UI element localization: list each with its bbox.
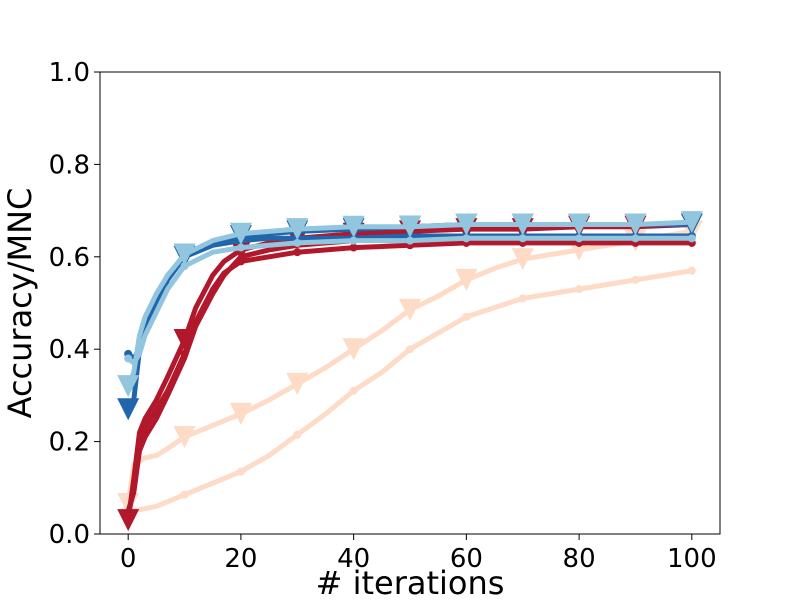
data-point-marker (229, 222, 252, 245)
y-tick-label: 0.0 (49, 520, 90, 550)
data-point (462, 312, 471, 321)
series-layer (117, 211, 703, 532)
data-point-marker (173, 328, 196, 351)
data-point-marker (624, 213, 647, 236)
data-point (575, 285, 584, 294)
data-point-marker (173, 425, 196, 448)
data-point (631, 234, 640, 243)
y-tick-label: 0.2 (49, 428, 90, 458)
data-point-marker (342, 215, 365, 238)
data-point (349, 386, 358, 395)
y-tick-label: 0.4 (49, 335, 90, 365)
y-tick-label: 0.8 (49, 150, 90, 180)
data-point (518, 294, 527, 303)
data-point (293, 238, 302, 247)
data-point (236, 467, 245, 476)
data-point (631, 275, 640, 284)
data-point (180, 262, 189, 271)
y-tick-label: 0.6 (49, 243, 90, 273)
y-axis-label: Accuracy/MNC (1, 188, 39, 419)
data-point-marker (399, 215, 421, 238)
data-point (462, 234, 471, 243)
data-point-marker (117, 398, 140, 421)
series-7 (124, 234, 696, 366)
data-point-marker (455, 268, 478, 291)
data-point (349, 243, 358, 252)
series-3 (117, 213, 703, 532)
data-point-marker (117, 509, 140, 532)
series-8 (117, 211, 703, 398)
data-point-marker (568, 213, 591, 236)
y-tick-label: 1.0 (49, 58, 90, 88)
data-point (180, 490, 189, 499)
series-line (125, 268, 695, 514)
data-point-marker (342, 338, 365, 361)
x-tick-label: 40 (337, 544, 370, 574)
data-point (236, 243, 245, 252)
data-point (293, 248, 302, 257)
data-point-marker (680, 211, 703, 234)
data-point (349, 236, 358, 245)
data-point (124, 354, 133, 363)
data-point (406, 236, 414, 245)
series-line (125, 222, 695, 523)
data-point (293, 430, 302, 439)
data-point (687, 266, 696, 275)
data-point-marker (511, 248, 534, 271)
data-point (687, 234, 696, 243)
data-point-marker (229, 402, 252, 425)
data-point-marker (455, 213, 478, 236)
data-point-marker (117, 375, 140, 398)
x-axis: 0 20 40 60 80 100 (120, 534, 717, 574)
series-line (125, 219, 695, 389)
x-axis-label: # iterations (316, 564, 505, 600)
data-point (518, 234, 527, 243)
series-1 (117, 220, 703, 515)
x-tick-label: 80 (563, 544, 596, 574)
data-point-marker (511, 213, 534, 236)
data-point-marker (286, 218, 309, 241)
plot-frame (99, 71, 721, 535)
series-0 (124, 266, 696, 515)
series-line (125, 235, 695, 366)
data-point-marker (399, 298, 421, 321)
data-point (575, 234, 584, 243)
data-point (406, 345, 414, 354)
data-point-marker (286, 372, 309, 395)
data-point-marker (173, 243, 196, 266)
x-tick-label: 0 (120, 544, 137, 574)
x-tick-label: 20 (224, 544, 257, 574)
x-tick-label: 60 (450, 544, 483, 574)
x-tick-label: 100 (667, 544, 717, 574)
y-axis: 0.0 0.2 0.4 0.6 0.8 1.0 (49, 58, 100, 550)
